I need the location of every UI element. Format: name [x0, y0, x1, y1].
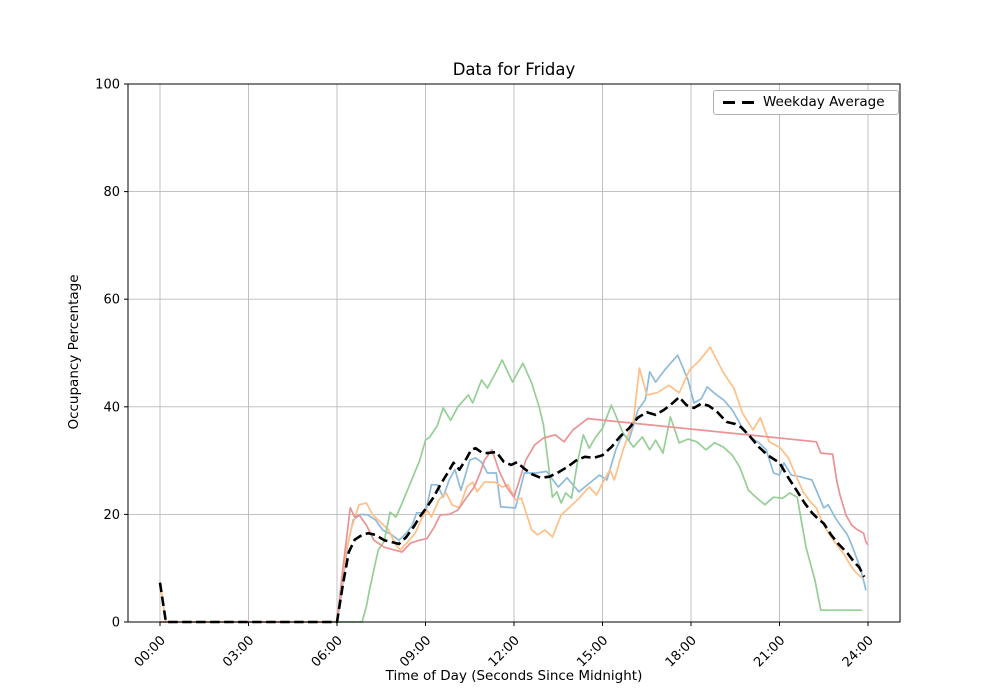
y-axis-label: Occupancy Percentage	[66, 274, 82, 430]
series-line-friday-trace-orange	[159, 346, 863, 623]
y-tick-label: 20	[103, 508, 120, 523]
y-tick-label: 60	[103, 293, 120, 308]
legend-dashed-line-sample	[723, 101, 754, 104]
x-tick-label: 03:00	[220, 633, 257, 670]
x-tick-label: 18:00	[663, 633, 700, 670]
series-line-friday-trace-blue	[160, 354, 867, 623]
x-tick-label: 12:00	[486, 633, 523, 670]
series-line-weekday-average	[158, 395, 866, 624]
x-axis-label: Time of Day (Seconds Since Midnight)	[385, 668, 643, 684]
x-tick-label: 06:00	[309, 633, 346, 670]
series-line-friday-trace-red	[160, 417, 869, 623]
x-tick-label: 09:00	[397, 633, 434, 670]
x-tick-label: 00:00	[132, 633, 169, 670]
legend-label: Weekday Average	[763, 93, 885, 110]
x-tick-label: 24:00	[840, 633, 877, 670]
y-tick-label: 0	[112, 616, 120, 631]
y-tick-label: 80	[103, 185, 120, 200]
y-tick-label: 40	[103, 400, 120, 415]
chart-title: Data for Friday	[452, 60, 576, 79]
series-line-friday-trace-green	[160, 359, 863, 623]
legend-box: Weekday Average	[713, 90, 899, 115]
y-tick-label: 100	[95, 78, 120, 93]
x-tick-label: 15:00	[574, 633, 611, 670]
x-tick-label: 21:00	[751, 633, 788, 670]
